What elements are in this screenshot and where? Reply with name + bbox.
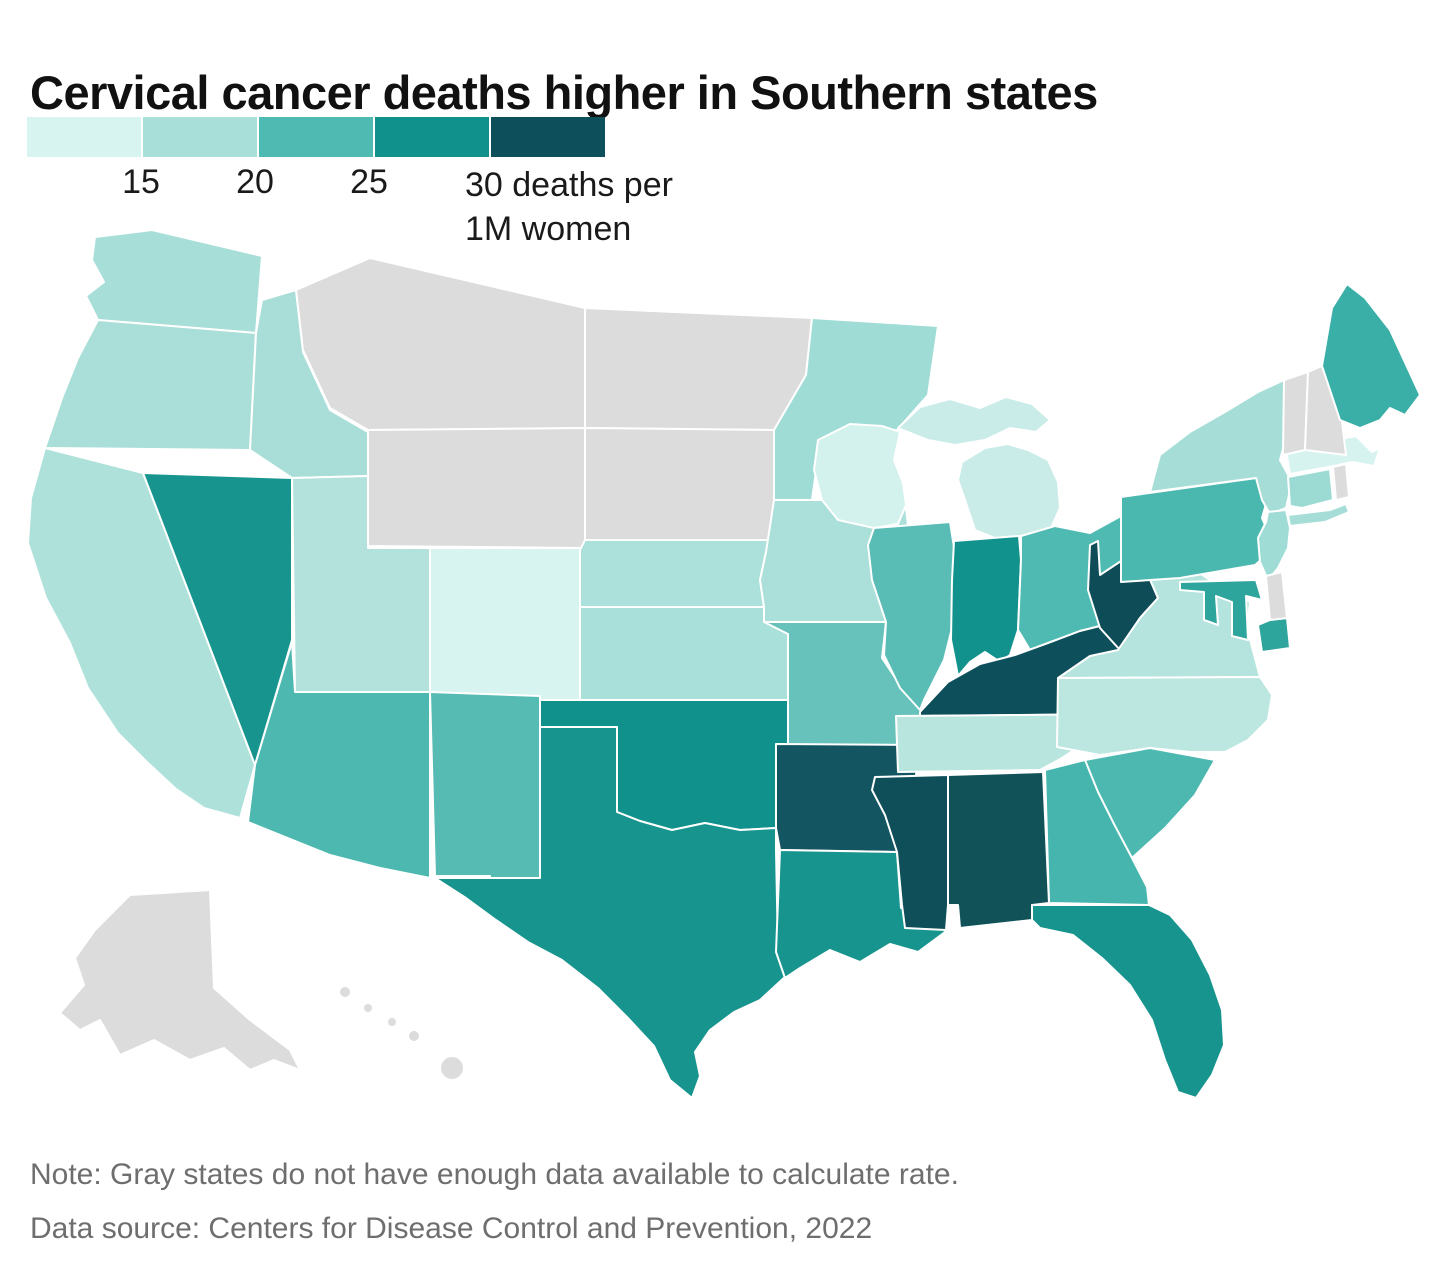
state-washington[interactable]: Washington: 15–20 deaths per 1M women [85,229,263,334]
state-oregon[interactable]: Oregon: 15–20 deaths per 1M women [44,319,257,451]
state-montana[interactable]: Montana: No data deaths per 1M women [295,257,586,431]
state-arizona[interactable]: Arizona: 20–25 deaths per 1M women [247,641,431,879]
state-hawaii[interactable]: Hawaii: No data deaths per 1M women [338,985,352,999]
state-hawaii[interactable]: Hawaii: No data deaths per 1M women [407,1029,421,1043]
state-nebraska[interactable]: Nebraska: 15–20 deaths per 1M women [579,539,775,608]
state-hawaii[interactable]: Hawaii: No data deaths per 1M women [439,1055,465,1081]
state-louisiana[interactable]: Louisiana: 25–30 deaths per 1M women [775,849,946,979]
legend-end-label-line2: 1M women [465,210,632,249]
state-north-carolina[interactable]: North Carolina: 15–20 deaths per 1M wome… [1056,676,1273,756]
footnotes: Note: Gray states do not have enough dat… [30,1148,959,1256]
note-text: Note: Gray states do not have enough dat… [30,1158,959,1191]
state-hawaii[interactable]: Hawaii: No data deaths per 1M women [386,1016,398,1028]
state-indiana[interactable]: Indiana: 25–30 deaths per 1M women [950,535,1022,677]
state-delaware[interactable]: Delaware: No data deaths per 1M women [1265,571,1288,621]
state-wisconsin[interactable]: Wisconsin: Under 15 deaths per 1M women [813,423,907,529]
state-hawaii[interactable]: Hawaii: No data deaths per 1M women [362,1002,374,1014]
state-florida[interactable]: Florida: 25–30 deaths per 1M women [1031,904,1225,1099]
state-pennsylvania[interactable]: Pennsylvania: 20–25 deaths per 1M women [1120,477,1276,583]
legend-end-label: 30 deaths per 1M women [465,163,673,251]
state-new-mexico[interactable]: New Mexico: 20–25 deaths per 1M women [429,691,541,899]
legend-swatch [259,117,375,157]
legend-tick-20: 20 [236,163,274,201]
state-mississippi[interactable]: Mississippi: 30+ deaths per 1M women [871,774,949,931]
legend-swatch [27,117,143,157]
legend-tick-15: 15 [122,163,160,201]
state-california[interactable]: California: 15–20 deaths per 1M women [27,447,256,819]
state-alaska[interactable]: Alaska: No data deaths per 1M women [59,889,301,1071]
legend-tick-25: 25 [350,163,388,201]
legend-swatch [491,117,605,157]
legend-swatch [143,117,259,157]
legend: 15 20 25 30 deaths per 1M women [27,117,673,248]
state-texas[interactable]: Texas: 25–30 deaths per 1M women [434,726,787,1099]
state-vermont[interactable]: Vermont: No data deaths per 1M women [1282,371,1309,456]
legend-end-label-line1: 30 deaths per [465,166,673,204]
state-north-dakota[interactable]: North Dakota: No data deaths per 1M wome… [584,307,813,431]
state-south-dakota[interactable]: South Dakota: No data deaths per 1M wome… [584,427,775,541]
state-georgia[interactable]: Georgia: 20–25 deaths per 1M women [1044,759,1150,906]
state-kansas[interactable]: Kansas: 15–20 deaths per 1M women [579,606,789,701]
source-text: Data source: Centers for Disease Control… [30,1212,873,1245]
state-connecticut[interactable]: Connecticut: 15–20 deaths per 1M women [1287,468,1334,509]
page-title: Cervical cancer deaths higher in Souther… [30,66,1098,120]
state-rhode-island[interactable]: Rhode Island: No data deaths per 1M wome… [1332,463,1350,501]
legend-swatch [375,117,491,157]
legend-swatches [27,117,605,157]
state-michigan[interactable]: Michigan: 15–20 deaths per 1M women [897,396,1061,539]
state-colorado[interactable]: Colorado: Under 15 deaths per 1M women [429,547,584,701]
state-wyoming[interactable]: Wyoming: No data deaths per 1M women [367,427,586,549]
state-nevada[interactable]: Nevada: 25–30 deaths per 1M women [142,472,293,766]
state-maine[interactable]: Maine: 20–25 deaths per 1M women [1321,283,1421,429]
state-new-hampshire[interactable]: New Hampshire: No data deaths per 1M wom… [1304,365,1347,456]
